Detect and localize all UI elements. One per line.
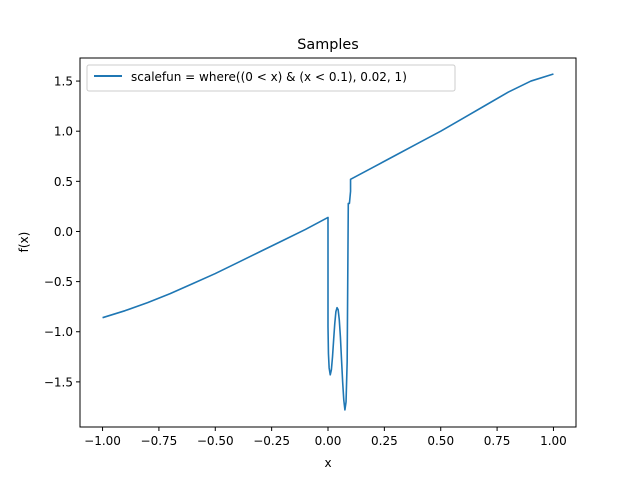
- series-layer: [102, 73, 554, 411]
- series-line: [102, 73, 554, 411]
- y-axis-ticks: −1.5 −1.0 −0.5 0.0 0.5 1.0 1.5: [44, 75, 80, 389]
- plot-area: −1.00 −0.75 −0.50 −0.25 0.00 0.25 0.50 0.75 1.00…: [44, 57, 577, 448]
- x-tick-label: 0.50: [427, 434, 454, 448]
- x-tick-label: −0.75: [141, 434, 178, 448]
- x-tick-label: 0.75: [484, 434, 511, 448]
- x-tick-label: 0.25: [371, 434, 398, 448]
- x-axis-ticks: −1.00 −0.75 −0.50 −0.25 0.00 0.25 0.50 0.75 1.00: [84, 427, 567, 448]
- legend-entry-label: scalefun = where((0 < x) & (x < 0.1), 0.…: [131, 70, 407, 84]
- y-tick-label: −1.0: [44, 325, 73, 339]
- x-tick-label: 0.00: [315, 434, 342, 448]
- x-axis-label: x: [324, 456, 331, 470]
- legend-box: [86, 64, 456, 92]
- y-tick-label: −0.5: [44, 275, 73, 289]
- y-axis-label: f(x): [17, 232, 31, 253]
- x-tick-label: −1.00: [84, 434, 121, 448]
- x-tick-label: −0.50: [197, 434, 234, 448]
- y-tick-label: 1.0: [54, 125, 73, 139]
- y-tick-label: 0.0: [54, 225, 73, 239]
- y-tick-label: 0.5: [54, 175, 73, 189]
- x-tick-label: 1.00: [540, 434, 567, 448]
- y-tick-label: −1.5: [44, 375, 73, 389]
- chart-title: Samples: [297, 37, 358, 53]
- x-tick-label: −0.25: [253, 434, 290, 448]
- legend: scalefun = where((0 < x) & (x < 0.1), 0.…: [86, 64, 456, 92]
- y-tick-label: 1.5: [54, 75, 73, 89]
